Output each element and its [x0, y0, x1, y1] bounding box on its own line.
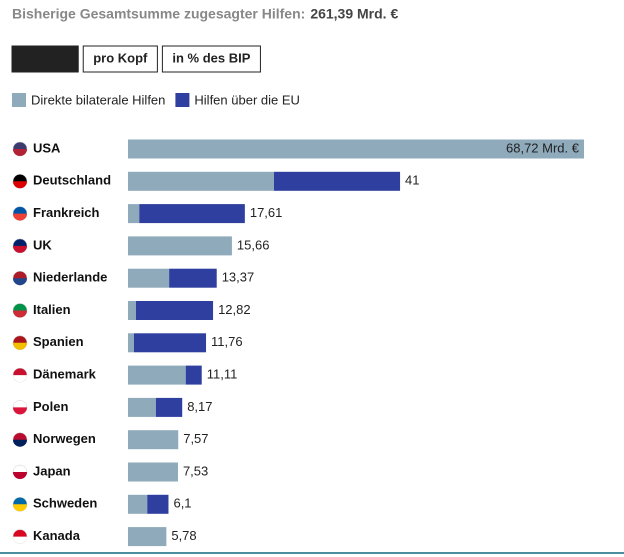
flag-icon [13, 375, 27, 383]
bar-segment [128, 301, 136, 320]
category-label: Spanien [33, 334, 84, 349]
toggle-button-label[interactable]: pro Kopf [93, 50, 148, 65]
bar-segment [155, 397, 183, 417]
bar-segment [128, 365, 186, 385]
legend-swatch [175, 93, 190, 107]
value-label: 7,53 [183, 463, 208, 478]
value-label: 8,17 [187, 399, 212, 414]
value-label: 15,66 [237, 237, 270, 252]
flag-icon [13, 310, 27, 318]
bar-segment [128, 494, 148, 514]
category-label: Italien [33, 302, 71, 317]
bar-segment [128, 171, 274, 191]
bar-segment [273, 171, 401, 191]
flag-icon [13, 181, 27, 189]
bar-segment [133, 333, 207, 353]
value-label: 12,82 [218, 302, 251, 317]
bar-segment [128, 139, 584, 159]
value-label: 13,37 [222, 270, 255, 285]
bar-segment [128, 268, 170, 288]
flag-icon [13, 536, 27, 544]
bar-segment [128, 397, 156, 417]
bar-segment [128, 462, 178, 482]
value-label: 11,76 [211, 334, 243, 349]
category-label: Deutschland [33, 173, 111, 188]
flag-icon [13, 245, 27, 253]
value-label: 68,72 Mrd. € [506, 140, 580, 155]
value-label: 6,1 [173, 496, 191, 511]
category-label: Dänemark [33, 367, 97, 382]
toggle-button[interactable] [161, 45, 261, 73]
legend-swatch [12, 93, 26, 107]
chart-title: Bisherige Gesamtsumme zugesagter Hilfen: [12, 6, 305, 22]
category-label: Kanada [33, 528, 81, 543]
bar-segment [128, 430, 179, 450]
flag-icon [13, 504, 27, 512]
total: 261,39 Mrd. € [310, 6, 398, 22]
legend-label: Direkte bilaterale Hilfen [31, 92, 165, 107]
flag-icon [13, 213, 27, 221]
flag-icon [13, 278, 27, 286]
value-label: 17,61 [250, 205, 283, 220]
category-label: Norwegen [33, 431, 96, 446]
toggle-button-label[interactable]: in % des BIP [172, 50, 250, 65]
flag-icon [13, 439, 27, 447]
legend-label: Hilfen über die EU [194, 92, 300, 107]
category-label: UK [33, 237, 52, 252]
bar-segment [147, 494, 169, 514]
category-label: Polen [33, 399, 68, 414]
bar-segment [128, 527, 167, 547]
bar-segment [169, 268, 217, 288]
toggle-button[interactable] [82, 45, 158, 73]
bar-segment [128, 204, 140, 224]
value-label: 11,11 [207, 367, 238, 382]
bar-segment [135, 301, 214, 320]
flag-icon [13, 472, 27, 479]
value-label: 41 [405, 173, 419, 188]
category-label: Schweden [33, 496, 97, 511]
bar-segment [128, 333, 134, 353]
category-label: USA [33, 140, 61, 155]
category-label: Frankreich [33, 205, 100, 220]
toggle-button[interactable] [11, 45, 79, 73]
category-label: Japan [33, 463, 71, 478]
bar-segment [185, 365, 202, 385]
toggle-button-label[interactable]: absolut [22, 50, 69, 65]
bar-segment [139, 204, 245, 224]
flag-icon [13, 342, 27, 350]
value-label: 5,78 [171, 528, 196, 543]
category-label: Niederlande [33, 270, 107, 285]
value-label: 7,57 [183, 431, 208, 446]
flag-icon [13, 149, 27, 156]
bar-segment [128, 236, 232, 256]
flag-icon [13, 407, 27, 415]
